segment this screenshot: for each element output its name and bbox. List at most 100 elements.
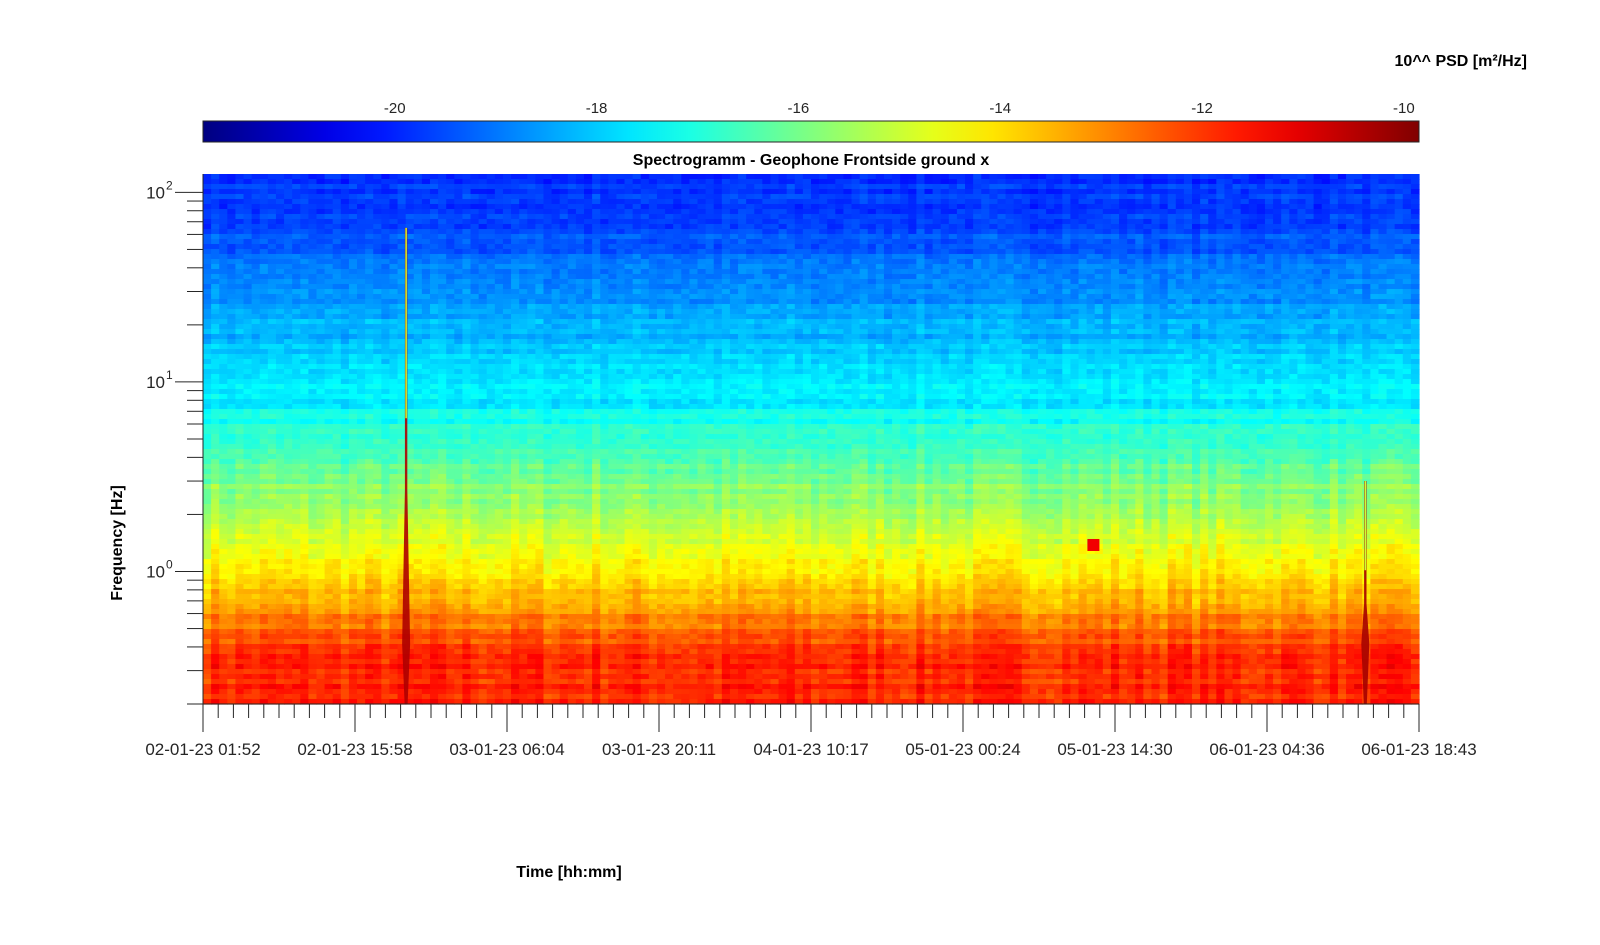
spectrogram-cell xyxy=(811,304,820,310)
spectrogram-cell xyxy=(243,259,253,265)
spectrogram-cell xyxy=(1200,319,1209,325)
spectrogram-cell xyxy=(1005,289,1015,295)
spectrogram-cell xyxy=(1289,264,1298,270)
spectrogram-cell xyxy=(235,339,245,345)
spectrogram-cell xyxy=(543,214,553,220)
spectrogram-cell xyxy=(681,249,690,255)
spectrogram-cell xyxy=(1078,174,1088,180)
spectrogram-cell xyxy=(673,204,682,210)
spectrogram-cell xyxy=(1110,264,1120,270)
spectrogram-cell xyxy=(511,284,520,290)
spectrogram-cell xyxy=(1224,294,1234,300)
spectrogram-cell xyxy=(1013,314,1023,320)
spectrogram-cell xyxy=(381,284,391,290)
spectrogram-cell xyxy=(575,269,585,275)
spectrogram-cell xyxy=(584,329,593,335)
spectrogram-cell xyxy=(584,299,593,305)
spectrogram-cell xyxy=(681,194,690,200)
spectrogram-cell xyxy=(405,214,415,220)
spectrogram-cell xyxy=(405,289,415,295)
spectrogram-cell xyxy=(592,224,601,230)
spectrogram-cell xyxy=(502,219,512,225)
spectrogram-cell xyxy=(365,254,374,260)
spectrogram-cell xyxy=(502,184,512,190)
spectrogram-cell xyxy=(1037,224,1047,230)
spectrogram-cell xyxy=(519,179,528,185)
spectrogram-cell xyxy=(1046,194,1055,200)
spectrogram-cell xyxy=(973,199,982,205)
spectrogram-cell xyxy=(381,224,391,230)
spectrogram-cell xyxy=(1346,304,1355,310)
spectrogram-cell xyxy=(1062,314,1072,320)
spectrogram-cell xyxy=(656,299,666,305)
spectrogram-cell xyxy=(584,314,593,320)
spectrogram-cell xyxy=(948,224,958,230)
spectrogram-cell xyxy=(1135,284,1144,290)
spectrogram-cell xyxy=(754,299,763,305)
spectrogram-cell xyxy=(1394,299,1404,305)
spectrogram-cell xyxy=(1273,254,1282,260)
spectrogram-cell xyxy=(1232,229,1242,235)
spectrogram-cell xyxy=(608,269,618,275)
spectrogram-cell xyxy=(1346,214,1355,220)
spectrogram-cell xyxy=(875,234,885,240)
spectrogram-cell xyxy=(462,199,472,205)
spectrogram-cell xyxy=(1054,179,1063,185)
spectrogram-cell xyxy=(1264,219,1274,225)
spectrogram-cell xyxy=(421,324,431,330)
spectrogram-cell xyxy=(892,259,901,265)
spectrogram-cell xyxy=(1078,204,1088,210)
spectrogram-cell xyxy=(462,179,472,185)
spectrogram-cell xyxy=(956,214,966,220)
spectrogram-cell xyxy=(608,234,618,240)
spectrogram-cell xyxy=(1378,234,1388,240)
spectrogram-cell xyxy=(1192,239,1201,245)
spectrogram-cell xyxy=(243,179,253,185)
spectrogram-cell xyxy=(259,244,269,250)
spectrogram-cell xyxy=(446,299,455,305)
spectrogram-cell xyxy=(900,189,909,195)
spectrogram-cell xyxy=(1127,199,1136,205)
spectrogram-cell xyxy=(1135,319,1144,325)
spectrogram-cell xyxy=(1062,309,1072,315)
spectrogram-cell xyxy=(1167,304,1177,310)
spectrogram-cell xyxy=(1192,174,1201,180)
spectrogram-cell xyxy=(1200,234,1209,240)
spectrogram-cell xyxy=(421,264,431,270)
spectrogram-cell xyxy=(1216,329,1226,335)
spectrogram-cell xyxy=(721,184,731,190)
spectrogram-cell xyxy=(251,189,261,195)
spectrogram-cell xyxy=(1070,319,1080,325)
spectrogram-cell xyxy=(883,259,893,265)
spectrogram-cell xyxy=(1281,189,1290,195)
spectrogram-cell xyxy=(965,199,974,205)
spectrogram-cell xyxy=(827,199,836,205)
spectrogram-cell xyxy=(519,304,528,310)
spectrogram-cell xyxy=(1021,244,1031,250)
spectrogram-cell xyxy=(1289,299,1298,305)
spectrogram-cell xyxy=(786,229,796,235)
spectrogram-cell xyxy=(284,264,293,270)
spectrogram-cell xyxy=(770,174,780,180)
spectrogram-cell xyxy=(948,234,958,240)
spectrogram-cell xyxy=(584,294,593,300)
spectrogram-cell xyxy=(697,334,707,340)
spectrogram-cell xyxy=(348,189,358,195)
spectrogram-cell xyxy=(1151,334,1161,340)
spectrogram-cell xyxy=(1410,264,1420,270)
spectrogram-cell xyxy=(486,299,496,305)
spectrogram-cell xyxy=(705,309,715,315)
spectrogram-cell xyxy=(300,179,309,185)
spectrogram-cell xyxy=(1240,234,1250,240)
spectrogram-cell xyxy=(908,299,917,305)
spectrogram-cell xyxy=(1070,199,1080,205)
spectrogram-cell xyxy=(697,179,707,185)
spectrogram-cell xyxy=(1232,334,1242,340)
spectrogram-cell xyxy=(397,334,407,340)
spectrogram-cell xyxy=(1054,204,1063,210)
spectrogram-cell xyxy=(1313,334,1323,340)
spectrogram-cell xyxy=(300,339,309,345)
spectrogram-cell xyxy=(1183,219,1193,225)
spectrogram-cell xyxy=(681,264,690,270)
spectrogram-cell xyxy=(713,259,723,265)
